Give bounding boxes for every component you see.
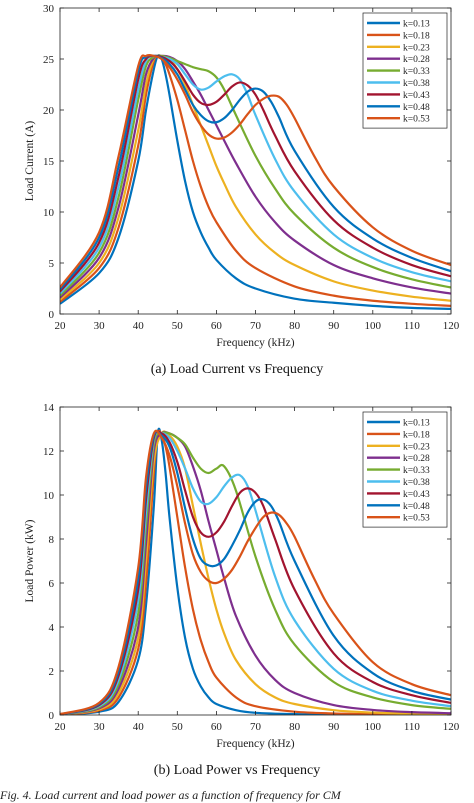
y-tick-label: 25: [43, 54, 55, 66]
legend-label: k=0.48: [403, 103, 430, 113]
x-tick-label: 110: [404, 320, 421, 332]
y-tick-label: 15: [43, 156, 55, 168]
y-tick-label: 14: [43, 402, 55, 414]
x-tick-label: 80: [289, 320, 301, 332]
y-tick-label: 0: [49, 309, 55, 321]
chart-load-power: 20 30 40 50 60 70 80 90 100 110 120 0 2 4 6 8 10 12 14 Freq…: [24, 402, 460, 750]
series-line-k=0.53: [60, 429, 451, 715]
x-tick-label: 50: [172, 721, 184, 733]
y-tick-label: 2: [49, 666, 55, 678]
figure-footer: Fig. 4. Load current and load power as a…: [0, 788, 341, 802]
y-tick-label: 5: [49, 258, 55, 270]
series-line-k=0.18: [60, 54, 451, 307]
series-line-k=0.23: [60, 430, 451, 715]
y-tick-label: 4: [49, 622, 55, 634]
legend-label: k=0.53: [403, 115, 430, 125]
y-tick-label: 12: [43, 446, 54, 458]
x-tick-label: 30: [94, 320, 106, 332]
legend-label: k=0.43: [403, 490, 430, 500]
series-line-k=0.53: [60, 53, 451, 289]
x-tick-label: 70: [250, 320, 262, 332]
x-tick-label: 70: [250, 721, 262, 733]
legend-label: k=0.48: [403, 502, 430, 512]
chart-load-current: 20 30 40 50 60 70 80 90 100 110 120 0 5 10 15 20 25 30 Fre…: [24, 3, 460, 349]
x-tick-label: 60: [211, 721, 223, 733]
x-tick-label: 100: [365, 320, 382, 332]
legend-label: k=0.33: [403, 67, 430, 77]
legend-label: k=0.33: [403, 466, 430, 476]
series-line-k=0.13: [60, 54, 451, 310]
caption-a: (a) Load Current vs Frequency: [150, 362, 324, 377]
y-tick-label: 8: [49, 534, 55, 546]
x-axis-label: Frequency (kHz): [216, 337, 294, 349]
y-tick-label: 30: [43, 3, 55, 15]
x-tick-label: 90: [328, 721, 340, 733]
x-tick-label: 90: [328, 320, 340, 332]
series-lines: [60, 53, 451, 310]
x-tick-label: 120: [443, 320, 460, 332]
x-tick-label: 60: [211, 320, 223, 332]
legend-label: k=0.28: [403, 55, 430, 65]
y-axis-label: Load Power (kW): [24, 519, 36, 602]
legend-label: k=0.43: [403, 91, 430, 101]
x-tick-label: 120: [443, 721, 460, 733]
caption-b: (b) Load Power vs Frequency: [153, 763, 321, 778]
x-tick-label: 40: [133, 721, 145, 733]
legend-label: k=0.13: [403, 20, 430, 30]
series-line-k=0.13: [60, 427, 451, 715]
series-line-k=0.33: [60, 54, 451, 297]
x-tick-label: 20: [55, 320, 67, 332]
series-line-k=0.38: [60, 54, 451, 295]
legend-label: k=0.23: [403, 43, 430, 53]
y-tick-label: 20: [43, 105, 55, 117]
legend-label: k=0.38: [403, 79, 430, 89]
x-tick-label: 30: [94, 721, 106, 733]
legend-label: k=0.28: [403, 454, 430, 464]
legend-label: k=0.38: [403, 478, 430, 488]
legend-label: k=0.23: [403, 442, 430, 452]
series-line-k=0.18: [60, 429, 451, 715]
legend-label: k=0.18: [403, 31, 430, 41]
series-lines: [60, 427, 451, 715]
series-line-k=0.28: [60, 430, 451, 715]
x-tick-label: 40: [133, 320, 145, 332]
series-line-k=0.43: [60, 54, 451, 293]
x-axis-label: Frequency (kHz): [216, 738, 294, 750]
legend-label: k=0.53: [403, 514, 430, 524]
y-tick-label: 10: [43, 207, 55, 219]
x-tick-label: 20: [55, 721, 67, 733]
x-tick-label: 110: [404, 721, 421, 733]
legend-label: k=0.18: [403, 430, 430, 440]
y-tick-label: 6: [49, 578, 55, 590]
y-tick-label: 10: [43, 490, 55, 502]
x-tick-label: 80: [289, 721, 301, 733]
x-tick-label: 100: [365, 721, 382, 733]
legend-label: k=0.13: [403, 419, 430, 429]
series-line-k=0.28: [60, 54, 451, 299]
legend: k=0.13k=0.18 k=0.23 k=0.28 k=0.33 k=0.38 k=0.…: [362, 411, 448, 528]
x-tick-label: 50: [172, 320, 184, 332]
y-axis-label: Load Current (A): [24, 121, 36, 202]
y-tick-label: 0: [49, 710, 55, 722]
legend: k=0.13k=0.18 k=0.23 k=0.28 k=0.33 k=0.38 k=0.…: [362, 12, 448, 129]
